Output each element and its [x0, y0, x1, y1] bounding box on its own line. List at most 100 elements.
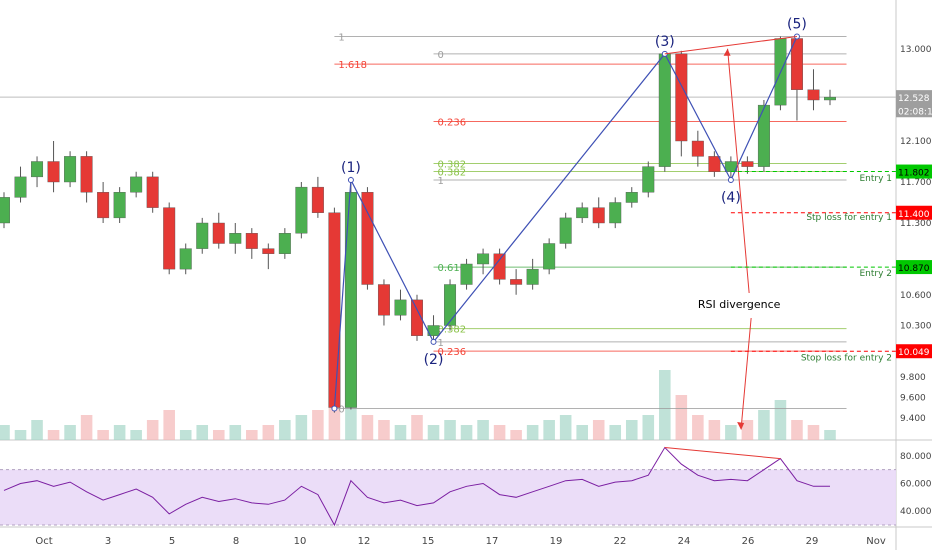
candle-body: [543, 243, 556, 270]
candle-body: [212, 222, 225, 244]
volume-bar: [460, 425, 473, 440]
candle-body: [559, 217, 572, 244]
price-tick-label: 9.400: [900, 414, 926, 424]
price-label-box: [896, 103, 932, 118]
candle-body: [824, 96, 836, 101]
volume-bar: [477, 420, 489, 440]
rsi-tick-label: 60.0000: [900, 480, 932, 490]
fib-level-label: 0: [338, 405, 344, 416]
fib-level-label: 1: [438, 176, 444, 187]
time-tick-label: 26: [742, 536, 755, 547]
time-tick-label: 3: [105, 536, 111, 547]
fib-level-label: 0.618: [438, 263, 467, 274]
trade-label: Entry 1: [859, 174, 892, 184]
volume-bar: [807, 425, 820, 440]
price-label-box: [896, 205, 932, 220]
candle-body: [146, 176, 159, 208]
price-tick-label: 9.800: [900, 373, 926, 383]
candle-body: [411, 299, 423, 336]
candle-body: [179, 248, 192, 270]
candle-body: [576, 207, 589, 219]
rsi-pane: 80.0000 60.0000 40.0000: [0, 446, 932, 527]
price-label-text: 11.802: [898, 169, 930, 179]
candle-body: [757, 104, 770, 167]
volume-bar: [378, 420, 390, 440]
rsi-divergence-label: RSI divergence: [698, 298, 781, 311]
candle-body: [460, 263, 473, 285]
volume-bar: [758, 410, 770, 440]
trade-label: Entry 2: [859, 269, 892, 279]
time-tick-label: 24: [678, 536, 691, 547]
candle-body: [625, 192, 638, 203]
volume-bar: [47, 430, 60, 440]
candle-body: [262, 248, 275, 254]
time-tick-label: 5: [169, 536, 175, 547]
volume-bar: [824, 430, 836, 440]
volume-bar: [179, 430, 192, 440]
time-tick-label: 15: [422, 536, 435, 547]
time-tick-label: 19: [550, 536, 563, 547]
time-tick-label: 17: [486, 536, 499, 547]
price-label-box: [896, 260, 932, 275]
price-tick-label: 13.000: [900, 45, 932, 55]
candle-body: [377, 284, 390, 316]
time-tick-label: 29: [806, 536, 819, 547]
elliott-wave-line: [333, 36, 798, 409]
price-tick-label: 11.300: [900, 219, 932, 229]
fib-level-label: 0.382: [438, 325, 467, 336]
volume-bar: [97, 430, 109, 440]
fib-level-label: 1: [438, 338, 444, 349]
rsi-divergence-line: [664, 447, 781, 460]
price-tick-label: 10.300: [900, 322, 932, 332]
wave-label: (2): [424, 352, 444, 368]
wave-point-marker: [430, 338, 437, 345]
wave-label: (1): [341, 160, 361, 176]
volume-bar: [361, 415, 374, 440]
annotation-arrow-up: [727, 48, 750, 294]
candle-body: [31, 161, 44, 178]
candle-body: [47, 161, 60, 183]
candle-body: [361, 192, 374, 285]
price-tick-label: 9.600: [900, 393, 926, 403]
volume-bar: [64, 425, 76, 440]
candle-body: [592, 207, 605, 224]
candle-body: [526, 268, 539, 285]
candle-body: [245, 233, 258, 249]
candle-body: [113, 192, 126, 219]
candle-body: [344, 192, 357, 408]
volume-bar: [312, 410, 324, 440]
time-tick-label: 12: [358, 536, 371, 547]
volume-bar: [675, 395, 688, 440]
volume-bar: [14, 430, 27, 440]
volume-bar: [493, 425, 506, 440]
wave-label: (3): [655, 34, 675, 50]
volume-bar: [246, 430, 258, 440]
volume-bar: [130, 430, 142, 440]
time-tick-label: 8: [233, 536, 239, 547]
candle-body: [444, 284, 457, 326]
time-tick-label: 22: [614, 536, 627, 547]
time-tick-label: Nov: [866, 536, 886, 547]
volume-bar: [543, 420, 555, 440]
candle-body: [0, 197, 10, 224]
volume-bar: [642, 415, 655, 440]
volume-bar: [526, 425, 539, 440]
wave-label: (4): [721, 190, 741, 206]
rsi-line: [3, 446, 830, 527]
volume-bar: [427, 425, 440, 440]
volume-bar: [411, 415, 423, 440]
volume-bar: [113, 425, 126, 440]
price-label-text: 10.049: [898, 348, 930, 358]
volume-bar: [0, 425, 10, 440]
fib-level-label: 0.236: [438, 118, 467, 129]
candle-body: [609, 202, 622, 224]
candle-body: [14, 176, 27, 198]
price-label-text: 12.528: [898, 94, 930, 104]
price-label-text: 11.400: [898, 210, 930, 220]
price-divergence-line: [664, 35, 798, 55]
candle-body: [80, 156, 93, 193]
price-label-box: [896, 90, 932, 105]
candle-body: [658, 53, 671, 167]
